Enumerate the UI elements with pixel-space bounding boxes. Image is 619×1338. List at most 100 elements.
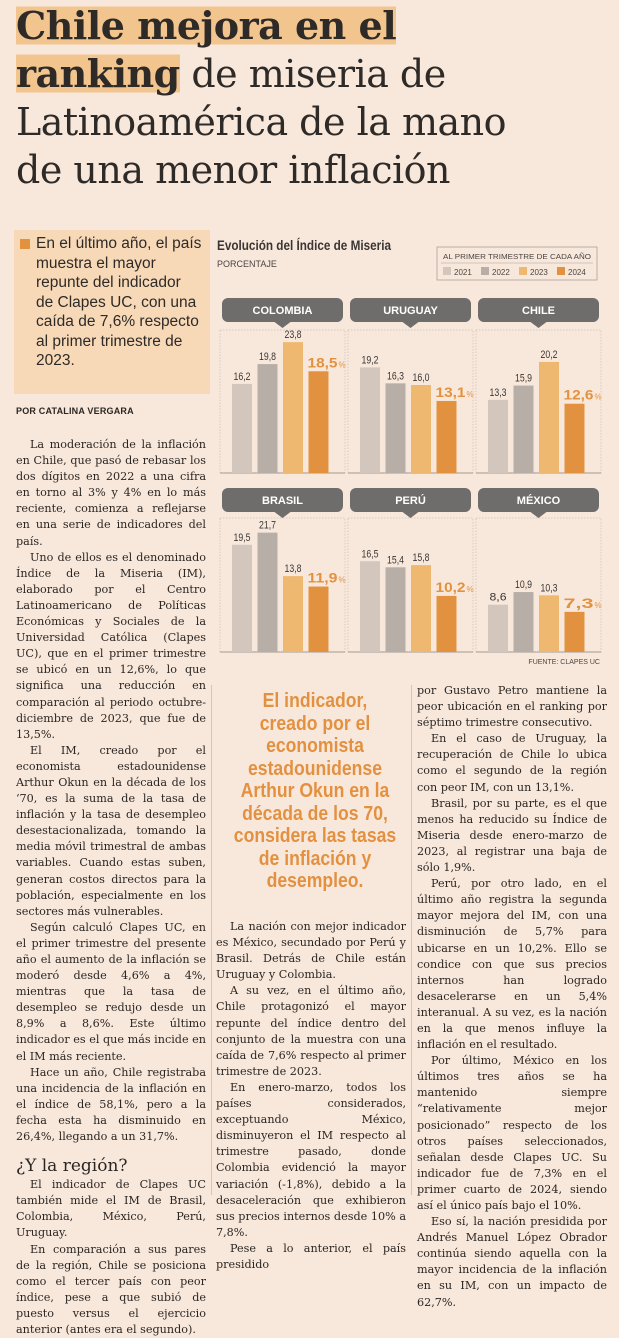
percent-suffix: % (339, 360, 346, 369)
bar-value-label: 16,3 (387, 370, 404, 382)
paragraph: En el caso de Uruguay, la recuperación d… (417, 731, 607, 795)
headline: Chile mejora en el ranking de miseria de… (16, 2, 616, 194)
bar-value-label: 16,2 (234, 371, 251, 383)
headline-line2-rest: de miseria de (180, 52, 446, 96)
bar-value-label: 10,3 (541, 582, 558, 594)
paragraph: Brasil, por su parte, es el que menos ha… (417, 796, 607, 876)
paragraph: En comparación a sus pares de la región,… (16, 1242, 206, 1338)
misery-index-chart: Evolución del Índice de Miseria PORCENTAJ… (213, 232, 619, 672)
headline-line4: de una menor inflación (16, 146, 616, 194)
bar-value-label: 20,2 (541, 349, 558, 361)
country-label: MÉXICO (517, 494, 561, 507)
bar-méxico-2024 (565, 612, 585, 652)
headline-line2-bold: ranking (16, 51, 180, 96)
legend-label-2021: 2021 (454, 268, 472, 277)
bar-méxico-2023 (539, 595, 559, 652)
bar-perú-2022 (386, 567, 406, 652)
percent-suffix: % (595, 393, 602, 402)
paragraph: Según calculó Clapes UC, en el primer tr… (16, 920, 206, 1065)
bar-chile-2022 (514, 386, 534, 473)
legend-swatch-2024 (557, 267, 565, 275)
bar-brasil-2023 (283, 576, 303, 652)
country-label: PERÚ (395, 494, 426, 507)
bar-value-label-2024: 11,9 (308, 570, 338, 586)
paragraph: El IM, creado por el economista estadoun… (16, 743, 206, 920)
legend-label-2023: 2023 (530, 268, 548, 277)
bar-value-label: 10,9 (515, 579, 532, 591)
square-bullet-icon (20, 239, 30, 249)
legend-label-2022: 2022 (492, 268, 510, 277)
column-divider (211, 685, 212, 1195)
legend-swatch-2021 (443, 267, 451, 275)
percent-suffix: % (339, 576, 346, 585)
subhead-text: En el último año, el país muestra el may… (36, 235, 201, 369)
bar-méxico-2022 (514, 592, 534, 652)
chart-subtitle: PORCENTAJE (217, 259, 277, 269)
bar-value-label-2024: 10,2 (436, 579, 466, 595)
bar-value-label: 23,8 (285, 329, 302, 341)
country-label: BRASIL (262, 495, 303, 507)
byline: POR CATALINA VERGARA (16, 406, 134, 416)
bar-value-label: 15,4 (387, 554, 404, 566)
chart-title: Evolución del Índice de Miseria (217, 237, 391, 253)
headline-line3: Latinoamérica de la mano (16, 98, 616, 146)
bar-value-label: 13,8 (285, 563, 302, 575)
legend-label-2024: 2024 (568, 268, 586, 277)
bar-value-label-2024: 18,5 (308, 354, 338, 370)
bar-chile-2021 (488, 400, 508, 473)
headline-line1: Chile mejora en el (16, 3, 396, 48)
bar-uruguay-2023 (411, 385, 431, 473)
bar-colombia-2021 (232, 384, 252, 473)
country-label: URUGUAY (383, 305, 438, 317)
paragraph: Pese a lo anterior, el país presidido (216, 1241, 406, 1273)
legend-swatch-2022 (481, 267, 489, 275)
country-label: CHILE (522, 305, 555, 317)
bar-value-label: 19,8 (259, 351, 276, 363)
bar-chile-2024 (565, 404, 585, 473)
bar-value-label-2024: 13,1 (436, 384, 466, 400)
bar-value-label: 16,5 (362, 548, 379, 560)
paragraph: Uno de ellos es el denominado Índice de … (16, 550, 206, 743)
percent-suffix: % (595, 601, 602, 610)
legend-swatch-2023 (519, 267, 527, 275)
bar-value-label-2024: 7,3 (564, 595, 594, 611)
paragraph: por Gustavo Petro mantiene la peor ubica… (417, 683, 607, 731)
paragraph: La nación con mejor indicador es México,… (216, 919, 406, 983)
paragraph: En enero-marzo, todos los países conside… (216, 1080, 406, 1241)
bar-chile-2023 (539, 362, 559, 473)
column-divider (411, 685, 412, 1195)
bar-colombia-2022 (258, 364, 278, 473)
bar-perú-2023 (411, 565, 431, 652)
bar-value-label: 16,0 (413, 372, 430, 384)
article-column-1: La moderación de la inflación en Chile, … (16, 437, 206, 1338)
paragraph: El indicador de Clapes UC también mide e… (16, 1177, 206, 1241)
bar-méxico-2021 (488, 605, 508, 652)
bar-brasil-2024 (309, 587, 329, 652)
paragraph: A su vez, en el último año, Chile protag… (216, 983, 406, 1080)
paragraph: Perú, por otro lado, en el último año re… (417, 876, 607, 1053)
bar-brasil-2022 (258, 533, 278, 652)
bar-value-label: 19,2 (362, 354, 379, 366)
bar-perú-2024 (437, 596, 457, 652)
bar-uruguay-2021 (360, 367, 380, 473)
subhead-box: En el último año, el país muestra el may… (14, 230, 210, 394)
pull-quote: El indicador, creado por el economista e… (233, 690, 397, 893)
paragraph: La moderación de la inflación en Chile, … (16, 437, 206, 550)
paragraph: Por último, México en los últimos tres a… (417, 1053, 607, 1214)
bar-value-label: 13,3 (490, 387, 507, 399)
bar-uruguay-2022 (386, 383, 406, 473)
bar-colombia-2024 (309, 371, 329, 473)
bar-value-label: 15,9 (515, 373, 532, 385)
section-heading: ¿Y la región? (16, 1155, 206, 1177)
bar-colombia-2023 (283, 342, 303, 473)
paragraph: Eso sí, la nación presidida por Andrés M… (417, 1214, 607, 1311)
article-column-3: por Gustavo Petro mantiene la peor ubica… (417, 683, 607, 1311)
chart-source: FUENTE: CLAPES UC (528, 659, 600, 666)
bar-uruguay-2024 (437, 401, 457, 473)
bar-value-label: 21,7 (259, 520, 276, 532)
bar-value-label-2024: 12,6 (564, 387, 594, 403)
percent-suffix: % (467, 390, 474, 399)
bar-perú-2021 (360, 561, 380, 652)
article-column-2: La nación con mejor indicador es México,… (216, 919, 406, 1273)
bar-brasil-2021 (232, 545, 252, 652)
